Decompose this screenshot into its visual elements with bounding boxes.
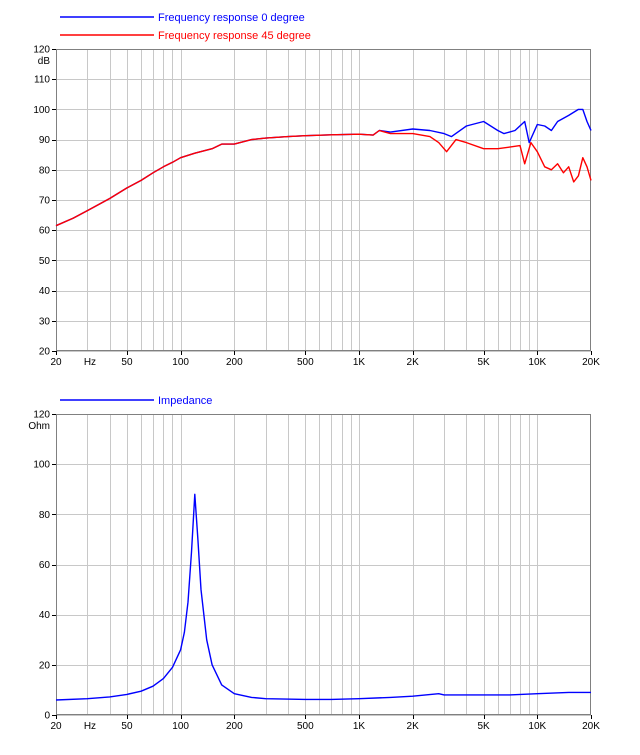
- x-tick-label: 20: [50, 357, 62, 368]
- series-line-1: [55, 493, 591, 701]
- y-tick-label: 80: [39, 165, 51, 176]
- y-tick-label: 120: [33, 410, 50, 421]
- x-tick-label: 10K: [528, 357, 546, 368]
- y-tick-label: 80: [39, 510, 51, 521]
- x-tick-label: 50: [121, 357, 133, 368]
- y-tick-label: 120: [33, 45, 50, 56]
- x-tick-label: 20K: [582, 721, 600, 732]
- y-tick-label: 30: [39, 316, 51, 327]
- series-line-2: [55, 129, 592, 227]
- plot-frame: [56, 49, 591, 351]
- y-tick-label: 90: [39, 135, 51, 146]
- y-tick-label: 20: [39, 660, 51, 671]
- y-tick-label: 100: [33, 460, 50, 471]
- x-tick-label: 200: [226, 357, 243, 368]
- y-unit-label: dB: [38, 56, 51, 67]
- y-unit-label: Ohm: [28, 421, 50, 432]
- x-tick-label: 5K: [478, 721, 491, 732]
- legend-label: Frequency response 45 degree: [158, 30, 311, 42]
- x-tick-label: 1K: [353, 357, 366, 368]
- x-tick-label: 5K: [478, 357, 491, 368]
- legend-label: Impedance: [158, 395, 212, 407]
- y-tick-label: 40: [39, 286, 51, 297]
- y-tick-label: 50: [39, 256, 51, 267]
- x-tick-label: 2K: [407, 357, 420, 368]
- x-unit-label: Hz: [84, 721, 96, 732]
- y-tick-label: 40: [39, 610, 51, 621]
- x-tick-label: 20K: [582, 357, 600, 368]
- plot-frame: [56, 414, 591, 715]
- x-tick-label: 500: [297, 357, 314, 368]
- x-tick-label: 100: [172, 721, 189, 732]
- x-tick-label: 100: [172, 357, 189, 368]
- x-tick-label: 1K: [353, 721, 366, 732]
- x-tick-label: 20: [50, 721, 62, 732]
- x-tick-label: 50: [121, 721, 133, 732]
- y-tick-label: 20: [39, 347, 51, 358]
- y-tick-label: 70: [39, 196, 51, 207]
- y-tick-label: 110: [34, 75, 50, 86]
- x-tick-label: 2K: [407, 721, 420, 732]
- x-tick-label: 200: [226, 721, 243, 732]
- y-tick-label: 100: [33, 105, 50, 116]
- x-tick-label: 500: [297, 721, 314, 732]
- x-unit-label: Hz: [84, 357, 96, 368]
- y-tick-label: 60: [39, 560, 51, 571]
- y-tick-label: 0: [44, 711, 50, 722]
- legend-label: Frequency response 0 degree: [158, 12, 305, 24]
- y-tick-label: 60: [39, 226, 51, 237]
- x-tick-label: 10K: [528, 721, 546, 732]
